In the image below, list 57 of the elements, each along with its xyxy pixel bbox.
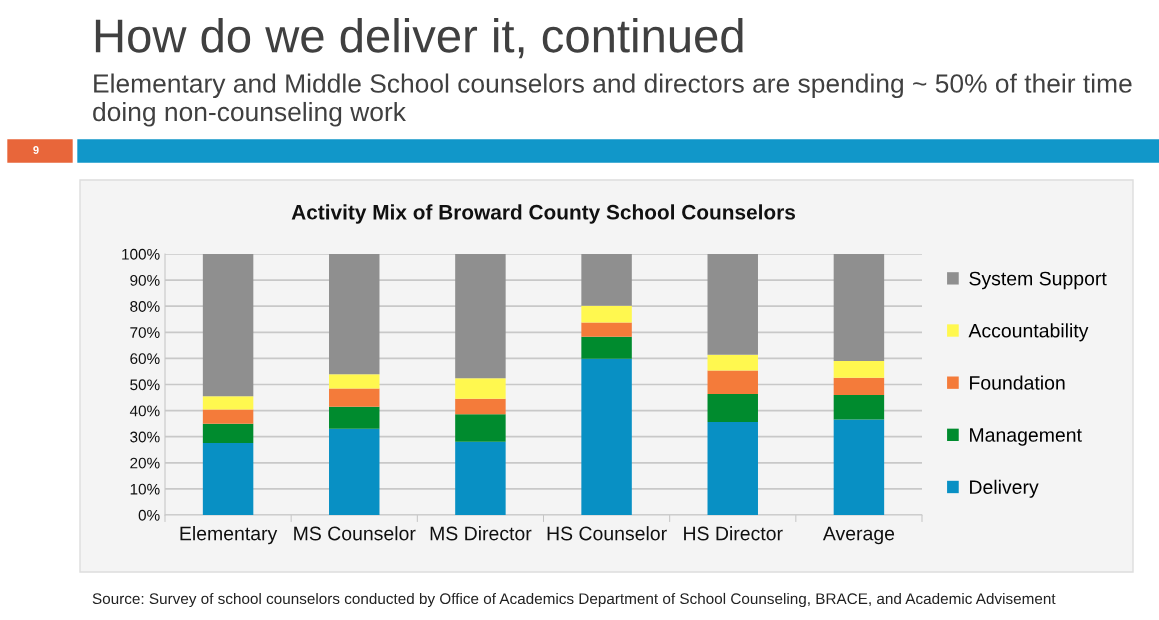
x-tick-label: Elementary	[180, 526, 278, 545]
bar	[833, 377, 885, 395]
bar	[329, 406, 380, 429]
x-tick-label: HS Counselor	[547, 526, 667, 541]
source-note: Source: Survey of school counselors conducted by Office of Academics Department of School Counseling, BRACE, and Academic Advisement	[92, 592, 1056, 608]
bar	[707, 393, 758, 423]
bar	[833, 361, 885, 378]
bar	[202, 396, 254, 410]
x-tick-label: MS Counselor	[294, 526, 416, 541]
y-tick-label: 30%	[130, 431, 160, 443]
bar	[707, 370, 758, 394]
x-tick-label: MS Director	[430, 526, 532, 541]
bar	[329, 374, 380, 389]
bar	[455, 254, 506, 379]
y-tick-label: 40%	[129, 405, 160, 417]
bar	[581, 254, 632, 306]
legend-label: System Support	[969, 271, 1107, 290]
bar	[455, 441, 506, 515]
bar	[455, 398, 506, 415]
bar	[455, 414, 506, 442]
x-tick-label: HS Director	[684, 526, 783, 541]
legend-label: Foundation	[970, 375, 1065, 390]
y-tick-label: 50%	[130, 379, 160, 391]
text: Elementary and Middle School counselors and directors are spending ~ 50% of their time doing non-counseling work	[93, 73, 1132, 127]
y-tick-label: 0%	[138, 509, 160, 521]
bar	[833, 254, 885, 362]
text: How do we deliver it, continued	[95, 17, 743, 59]
bar	[202, 442, 254, 515]
legend-label: Management	[970, 428, 1082, 446]
y-tick-label: 100%	[122, 248, 160, 260]
legend-label: Accountability	[968, 323, 1089, 342]
bar	[202, 423, 254, 443]
y-tick-label: 90%	[130, 274, 160, 286]
legend-label: Delivery	[970, 479, 1039, 498]
bar	[707, 422, 758, 515]
bar	[329, 254, 380, 375]
bar	[707, 254, 758, 355]
bar	[581, 305, 632, 323]
y-tick-label: 20%	[130, 457, 160, 469]
bar	[833, 394, 885, 420]
y-tick-label: 10%	[130, 483, 160, 495]
bar	[581, 336, 632, 359]
y-tick-label: 60%	[130, 353, 160, 365]
text: 9	[33, 146, 39, 154]
bar	[455, 378, 506, 399]
bar	[581, 358, 632, 515]
bar	[581, 322, 632, 337]
y-tick-label: 80%	[130, 301, 160, 312]
bar	[202, 409, 254, 424]
bar	[707, 354, 758, 371]
bar	[833, 419, 885, 515]
y-tick-label: 70%	[130, 327, 160, 338]
bar	[329, 388, 380, 407]
bar	[202, 254, 254, 397]
x-tick-label: Average	[822, 526, 895, 545]
chart-title: Activity Mix of Broward County School Counselors	[291, 204, 795, 224]
bar	[329, 428, 380, 515]
